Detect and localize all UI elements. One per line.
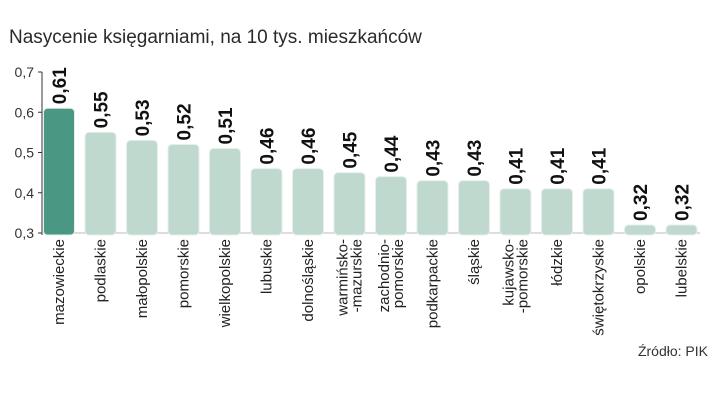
bar — [458, 180, 490, 236]
y-tick-label: 0,4 — [15, 185, 35, 201]
value-label: 0,41 — [548, 147, 569, 184]
value-label: 0,53 — [133, 99, 154, 136]
category-label: lubelskie — [674, 239, 691, 297]
value-label: 0,41 — [590, 147, 611, 184]
category-label: podlaskie — [93, 239, 110, 302]
category-label: śląskie — [466, 239, 483, 285]
bar — [375, 176, 407, 236]
bar — [541, 188, 573, 236]
value-label: 0,43 — [465, 140, 486, 177]
chart-source: Źródło: PIK — [637, 343, 708, 359]
category-label: świętokrzyskie — [591, 239, 608, 336]
y-tick-label: 0,6 — [15, 104, 35, 120]
bar — [84, 131, 117, 236]
category-label: opolskie — [632, 239, 649, 294]
value-label: 0,46 — [258, 128, 279, 165]
bar — [582, 188, 615, 236]
value-label: 0,61 — [50, 67, 71, 104]
bar — [333, 172, 366, 236]
bar — [624, 224, 656, 236]
bar — [416, 180, 449, 236]
value-label: 0,43 — [424, 140, 445, 177]
category-label: podkarpackie — [425, 239, 442, 328]
bar — [209, 147, 241, 236]
category-label: wielkopolskie — [217, 239, 234, 328]
y-tick-label: 0,5 — [15, 145, 35, 161]
value-label: 0,32 — [673, 184, 694, 221]
value-label: 0,46 — [299, 128, 320, 165]
category-label: dolnośląskie — [300, 239, 317, 322]
bar — [126, 139, 158, 236]
value-label: 0,41 — [507, 147, 528, 184]
value-label: 0,45 — [341, 131, 362, 168]
category-label: łódzkie — [549, 239, 566, 286]
category-label: warmińsko--mazurskie — [335, 239, 366, 317]
category-label: pomorskie — [176, 239, 193, 308]
bar — [292, 168, 324, 236]
value-label: 0,44 — [382, 135, 403, 172]
category-label: zachodnio-pomorskie — [376, 239, 407, 312]
y-tick-label: 0,3 — [15, 225, 35, 241]
bar — [499, 188, 532, 236]
category-label: lubuskie — [259, 239, 276, 294]
bar — [665, 224, 698, 236]
category-label: małopolskie — [134, 239, 151, 318]
y-tick-label: 0,7 — [15, 64, 35, 80]
value-label: 0,55 — [92, 91, 113, 128]
bar — [167, 143, 200, 236]
category-label: kujawsko--pomorskie — [501, 239, 532, 313]
value-label: 0,51 — [216, 107, 237, 144]
value-label: 0,32 — [631, 184, 652, 221]
bar — [43, 107, 75, 236]
chart-title: Nasycenie księgarniami, na 10 tys. miesz… — [9, 27, 422, 48]
category-label: mazowieckie — [51, 239, 68, 325]
bar — [250, 168, 283, 236]
value-label: 0,52 — [175, 103, 196, 140]
